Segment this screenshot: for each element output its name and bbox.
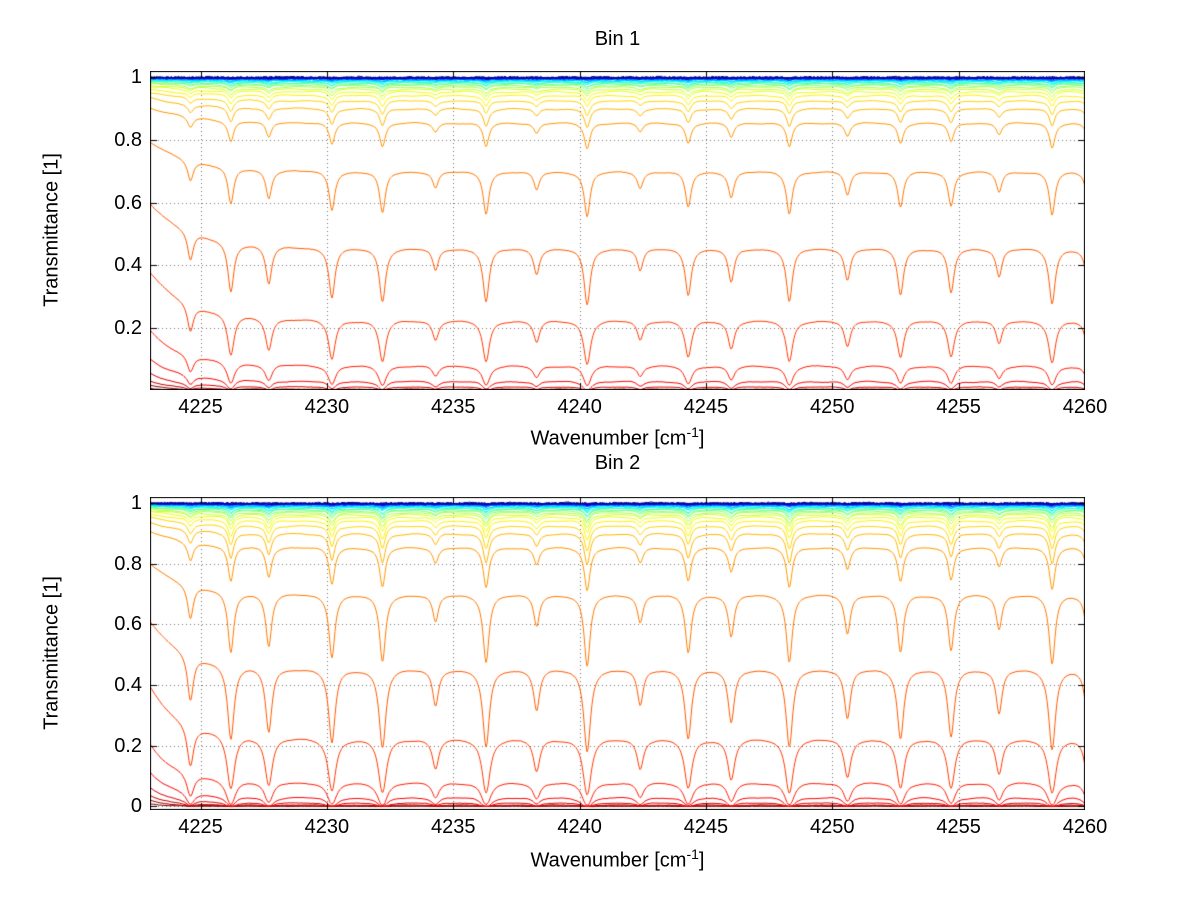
bin1-ytick-1: 1 <box>130 66 142 89</box>
bin1-xlabel: Wavenumber [cm-1] <box>150 424 1085 451</box>
bin2-ytick-0.8: 0.8 <box>114 552 142 575</box>
bin2-xtick-4235: 4235 <box>430 816 476 838</box>
bin1-xtick-4230: 4230 <box>304 396 350 418</box>
bin2-ytick-0: 0 <box>130 795 142 818</box>
bin2-xlabel: Wavenumber [cm-1] <box>150 846 1085 873</box>
bin1-title: Bin 1 <box>594 28 641 50</box>
bin2-xlabel-superscript: -1 <box>686 846 699 862</box>
bin2-ytick-0.4: 0.4 <box>114 674 142 697</box>
bin2-xlabel-suffix: ] <box>698 849 705 872</box>
bin1-xtick-4245: 4245 <box>683 396 729 418</box>
bin2-xtick-4260: 4260 <box>1062 816 1108 838</box>
bin1-ytick-0.6: 0.6 <box>114 191 142 214</box>
bin2-ytick-0.6: 0.6 <box>114 613 142 636</box>
bin2-xtick-4240: 4240 <box>557 816 602 838</box>
bin2-curves-canvas <box>150 497 1085 810</box>
bin2-ylabel: Transmittance [1] <box>40 576 63 730</box>
bin1-xlabel-suffix: ] <box>698 427 705 450</box>
bin2-xtick-4245: 4245 <box>683 816 729 838</box>
bin1-xlabel-superscript: -1 <box>686 424 699 440</box>
bin2-ytick-0.2: 0.2 <box>114 734 142 757</box>
bin1-xlabel-prefix: Wavenumber [cm <box>530 427 687 450</box>
bin1-ytick-0.2: 0.2 <box>114 316 142 339</box>
bin1-plot <box>150 71 1085 390</box>
bin2-xtick-4255: 4255 <box>936 816 981 838</box>
bin2-xtick-4225: 4225 <box>178 816 223 838</box>
bin2-xlabel-prefix: Wavenumber [cm <box>530 849 687 872</box>
bin2-xtick-4230: 4230 <box>304 816 350 838</box>
bin1-ylabel: Transmittance [1] <box>40 153 63 307</box>
bin2-ytick-1: 1 <box>130 492 142 515</box>
bin1-xtick-4240: 4240 <box>557 396 602 418</box>
bin1-ytick-0.8: 0.8 <box>114 128 142 151</box>
bin1-curves-canvas <box>150 71 1085 390</box>
bin2-plot <box>150 497 1085 810</box>
bin1-xtick-4260: 4260 <box>1062 396 1108 418</box>
bin1-xtick-4255: 4255 <box>936 396 981 418</box>
bin2-title: Bin 2 <box>594 452 641 474</box>
bin1-xtick-4225: 4225 <box>178 396 223 418</box>
bin1-xtick-4250: 4250 <box>810 396 855 418</box>
bin1-ytick-0.4: 0.4 <box>114 254 142 277</box>
bin2-xtick-4250: 4250 <box>810 816 855 838</box>
bin1-xtick-4235: 4235 <box>430 396 476 418</box>
